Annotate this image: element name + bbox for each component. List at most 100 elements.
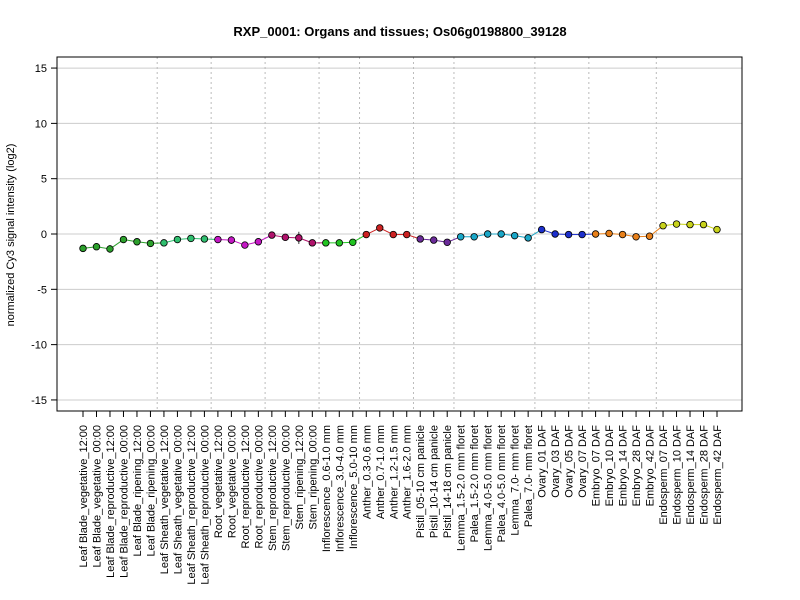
- data-point: [187, 234, 195, 243]
- x-tick-label: Anther_0.3-0.6 mm: [361, 425, 373, 519]
- data-point: [119, 235, 128, 244]
- data-point: [214, 235, 222, 244]
- data-point: [497, 230, 505, 238]
- data-point: [281, 233, 290, 242]
- data-point: [430, 236, 438, 244]
- x-tick-label: Inflorescence_3.0-4.0 mm: [334, 425, 346, 552]
- y-tick-label: 10: [35, 118, 47, 130]
- x-tick-label: Ovary_01 DAF: [537, 425, 549, 498]
- x-tick-label: Inflorescence_5.0-10 mm: [348, 425, 360, 549]
- x-tick-label: Endosperm_28 DAF: [699, 425, 711, 525]
- data-point: [578, 230, 586, 239]
- data-point: [443, 238, 451, 246]
- data-point: [537, 225, 546, 234]
- data-point: [268, 231, 276, 239]
- x-tick-label: Embryo_42 DAF: [645, 425, 657, 507]
- x-tick-label: Leaf Sheath_reproductive_12:00: [186, 425, 198, 585]
- y-axis-label: normalized Cy3 signal intensity (log2): [5, 144, 17, 327]
- data-point: [254, 238, 263, 246]
- y-tick-label: -10: [31, 340, 47, 352]
- data-point: [92, 243, 101, 251]
- gridlines: [57, 57, 742, 411]
- data-point: [403, 230, 411, 239]
- x-tick-label: Inflorescence_0.6-1.0 mm: [321, 425, 333, 552]
- x-tick-label: Lemma_1.5-2.0 mm floret: [456, 425, 468, 551]
- x-tick-label: Leaf Blade_reproductive_12:00: [105, 425, 117, 578]
- y-tick-label: 0: [41, 229, 47, 241]
- data-point: [591, 230, 600, 238]
- data-point: [483, 230, 492, 238]
- y-axis: -15 -10 -5 0 5 10 15: [31, 63, 57, 407]
- data-point: [416, 235, 424, 243]
- data-point: [551, 230, 559, 238]
- x-tick-label: Embryo_07 DAF: [591, 425, 603, 507]
- x-tick-label: Leaf Sheath_vegetative_12:00: [159, 425, 171, 574]
- x-tick-label: Pistil_10-14 cm panicle: [429, 425, 441, 538]
- y-tick-label: 15: [35, 63, 47, 75]
- data-point: [564, 230, 573, 239]
- x-tick-label: Leaf Blade_reproductive_00:00: [118, 425, 130, 578]
- x-tick-label: Stem_ripening_12:00: [294, 425, 306, 530]
- x-tick-label: Leaf Blade_vegetative_00:00: [91, 425, 103, 568]
- x-tick-label: Anther_1.6-2.0 mm: [402, 425, 414, 519]
- x-tick-label: Ovary_05 DAF: [564, 425, 576, 498]
- x-tick-label: Leaf Blade_vegetative_12:00: [78, 425, 90, 568]
- data-point: [133, 238, 141, 246]
- x-tick-label: Root_vegetative_12:00: [213, 425, 225, 538]
- x-tick-label: Ovary_07 DAF: [577, 425, 589, 498]
- x-tick-label: Stem_ripening_00:00: [307, 425, 319, 530]
- data-point: [713, 225, 721, 234]
- data-point: [160, 239, 168, 247]
- x-tick-label: Root_vegetative_00:00: [226, 425, 238, 538]
- data-point: [389, 230, 397, 239]
- x-tick-label: Pistil_05-10 cm panicle: [415, 425, 427, 538]
- x-tick-label: Palea_4.0-5.0 mm floret: [496, 425, 508, 542]
- x-tick-label: Leaf Sheath_reproductive_00:00: [199, 425, 211, 585]
- x-tick-label: Stem_reproductive_00:00: [280, 425, 292, 551]
- data-point: [524, 234, 532, 242]
- x-tick-label: Ovary_03 DAF: [550, 425, 562, 498]
- chart-title: RXP_0001: Organs and tissues; Os06g01988…: [233, 24, 566, 39]
- x-tick-label: Leaf Sheath_vegetative_00:00: [172, 425, 184, 574]
- x-tick-label: Pistil_14-18 cm panicle: [442, 425, 454, 538]
- data-point: [618, 230, 627, 239]
- plot-frame: [56, 56, 743, 412]
- x-axis: Leaf Blade_vegetative_12:00 Leaf Blade_ve…: [78, 411, 724, 585]
- x-tick-label: Embryo_14 DAF: [618, 425, 630, 507]
- x-tick-label: Endosperm_07 DAF: [658, 425, 670, 525]
- data-point: [241, 241, 249, 249]
- data-point: [699, 220, 708, 229]
- data-point: [645, 232, 654, 240]
- x-tick-label: Palea_7.0- mm floret: [523, 425, 535, 527]
- data-point: [335, 239, 343, 247]
- data-point: [659, 222, 667, 230]
- data-point: [470, 233, 478, 241]
- data-point: [376, 224, 384, 232]
- data-point: [295, 234, 303, 242]
- x-tick-label: Palea_1.5-2.0 mm floret: [469, 425, 481, 542]
- data-point: [605, 229, 613, 238]
- data-point: [227, 236, 236, 244]
- x-tick-label: Stem_reproductive_12:00: [267, 425, 279, 551]
- x-tick-label: Leaf Blade_ripening_12:00: [132, 425, 144, 557]
- x-tick-label: Leaf Blade_ripening_00:00: [145, 425, 157, 557]
- x-tick-label: Embryo_10 DAF: [604, 425, 616, 507]
- x-tick-label: Embryo_28 DAF: [631, 425, 643, 507]
- data-point: [362, 230, 370, 239]
- x-tick-label: Lemma_7.0- mm floret: [510, 425, 522, 536]
- data-point: [349, 238, 357, 246]
- data-series: [79, 220, 721, 253]
- x-tick-label: Endosperm_42 DAF: [712, 425, 724, 525]
- data-point: [308, 239, 317, 247]
- data-point: [672, 220, 681, 228]
- data-point: [146, 239, 155, 248]
- x-tick-label: Root_reproductive_00:00: [253, 425, 265, 549]
- data-point: [200, 235, 209, 243]
- x-tick-label: Endosperm_10 DAF: [672, 425, 684, 525]
- y-tick-label: -15: [31, 395, 47, 407]
- x-tick-label: Anther_1.2-1.5 mm: [388, 425, 400, 519]
- x-tick-label: Endosperm_14 DAF: [685, 425, 697, 525]
- data-point: [106, 245, 114, 253]
- data-point: [632, 233, 640, 241]
